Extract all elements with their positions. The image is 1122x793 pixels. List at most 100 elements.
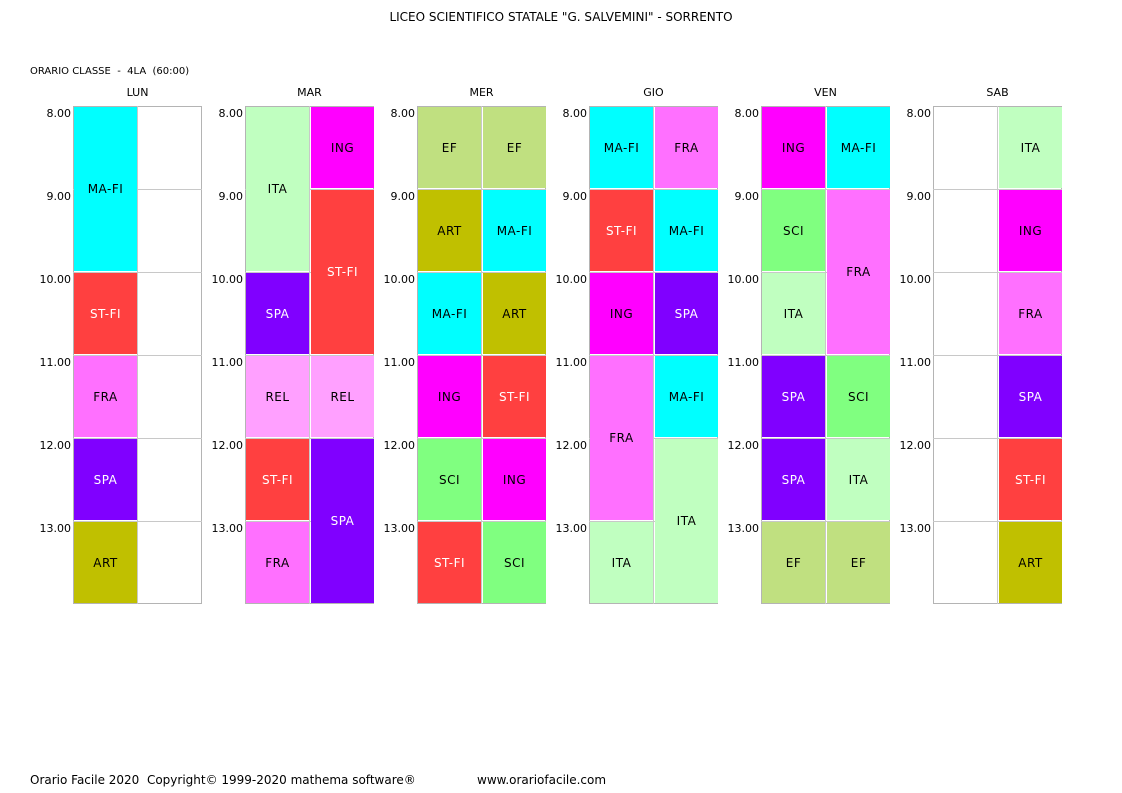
lesson-cell[interactable]: SCI [483,522,546,603]
hour-label: 11.00 [899,356,932,369]
hour-label: 12.00 [899,439,932,452]
lesson-cell[interactable]: ST-FI [999,439,1062,520]
lesson-cell[interactable]: ING [762,107,825,188]
lesson-cell[interactable]: ITA [590,522,653,603]
lesson-cell[interactable]: ST-FI [311,190,374,354]
lesson-cell[interactable]: ING [483,439,546,520]
lesson-cell[interactable]: REL [246,356,309,437]
lesson-cell[interactable]: REL [311,356,374,437]
hour-label: 12.00 [211,439,244,452]
day-header-sab: SAB [986,86,1009,99]
lesson-cell[interactable]: ING [311,107,374,188]
lesson-cell[interactable]: SCI [827,356,890,437]
hour-label: 13.00 [899,522,932,535]
footer-url[interactable]: www.orariofacile.com [477,773,607,787]
lesson-cell[interactable]: EF [483,107,546,188]
lesson-cell[interactable]: SCI [762,190,825,271]
day-header-mar: MAR [297,86,322,99]
lesson-cell[interactable]: SPA [311,439,374,603]
lesson-cell[interactable]: SPA [762,356,825,437]
lesson-cell[interactable]: ST-FI [483,356,546,437]
hour-label: 9.00 [734,190,760,203]
lesson-cell[interactable]: ING [999,190,1062,271]
hour-label: 8.00 [46,107,72,120]
lesson-cell[interactable]: FRA [655,107,718,188]
school-title: LICEO SCIENTIFICO STATALE "G. SALVEMINI"… [389,10,733,24]
lesson-cell[interactable]: ST-FI [590,190,653,271]
hour-label: 9.00 [46,190,72,203]
lesson-cell[interactable]: EF [418,107,481,188]
grid-line [997,106,998,604]
hour-label: 13.00 [555,522,588,535]
lesson-cell[interactable]: FRA [999,273,1062,354]
grid-line [653,106,654,604]
lesson-cell[interactable]: FRA [74,356,137,437]
footer-copyright: Orario Facile 2020 Copyright© 1999-2020 … [30,773,416,787]
lesson-cell[interactable]: FRA [246,522,309,603]
hour-label: 8.00 [562,107,588,120]
lesson-cell[interactable]: ART [418,190,481,271]
lesson-cell[interactable]: MA-FI [827,107,890,188]
lesson-cell[interactable]: ART [74,522,137,603]
lesson-cell[interactable]: MA-FI [655,190,718,271]
hour-label: 11.00 [555,356,588,369]
day-header-gio: GIO [643,86,664,99]
hour-label: 12.00 [383,439,416,452]
hour-label: 8.00 [218,107,244,120]
lesson-cell[interactable]: ITA [246,107,309,271]
lesson-cell[interactable]: EF [762,522,825,603]
day-header-lun: LUN [126,86,149,99]
hour-label: 10.00 [899,273,932,286]
grid-line [825,106,826,604]
hour-label: 11.00 [211,356,244,369]
lesson-cell[interactable]: EF [827,522,890,603]
lesson-cell[interactable]: FRA [827,190,890,354]
hour-label: 11.00 [383,356,416,369]
hour-label: 11.00 [39,356,72,369]
lesson-cell[interactable]: ST-FI [418,522,481,603]
lesson-cell[interactable]: ITA [655,439,718,603]
hour-label: 10.00 [727,273,760,286]
lesson-cell[interactable]: SPA [655,273,718,354]
lesson-cell[interactable]: ITA [999,107,1062,188]
lesson-cell[interactable]: MA-FI [590,107,653,188]
day-header-mer: MER [469,86,494,99]
lesson-cell[interactable]: ST-FI [246,439,309,520]
lesson-cell[interactable]: ST-FI [74,273,137,354]
lesson-cell[interactable]: MA-FI [655,356,718,437]
hour-label: 11.00 [727,356,760,369]
hour-label: 10.00 [39,273,72,286]
lesson-cell[interactable]: SPA [74,439,137,520]
hour-label: 13.00 [383,522,416,535]
lesson-cell[interactable]: ITA [762,273,825,354]
class-info: ORARIO CLASSE - 4LA (60:00) [30,66,190,77]
hour-label: 13.00 [727,522,760,535]
lesson-cell[interactable]: ING [590,273,653,354]
hour-label: 12.00 [39,439,72,452]
hour-label: 8.00 [734,107,760,120]
grid-line [481,106,482,604]
hour-label: 9.00 [562,190,588,203]
lesson-cell[interactable]: SPA [999,356,1062,437]
grid-line [137,106,138,604]
hour-label: 10.00 [555,273,588,286]
lesson-cell[interactable]: MA-FI [74,107,137,271]
lesson-cell[interactable]: SCI [418,439,481,520]
lesson-cell[interactable]: ART [483,273,546,354]
lesson-cell[interactable]: FRA [590,356,653,520]
hour-label: 9.00 [218,190,244,203]
lesson-cell[interactable]: SPA [246,273,309,354]
lesson-cell[interactable]: ART [999,522,1062,603]
hour-label: 12.00 [555,439,588,452]
lesson-cell[interactable]: MA-FI [483,190,546,271]
hour-label: 9.00 [906,190,932,203]
lesson-cell[interactable]: MA-FI [418,273,481,354]
lesson-cell[interactable]: ITA [827,439,890,520]
grid-line [309,106,310,604]
lesson-cell[interactable]: SPA [762,439,825,520]
hour-label: 13.00 [39,522,72,535]
hour-label: 9.00 [390,190,416,203]
lesson-cell[interactable]: ING [418,356,481,437]
hour-label: 8.00 [906,107,932,120]
hour-label: 12.00 [727,439,760,452]
